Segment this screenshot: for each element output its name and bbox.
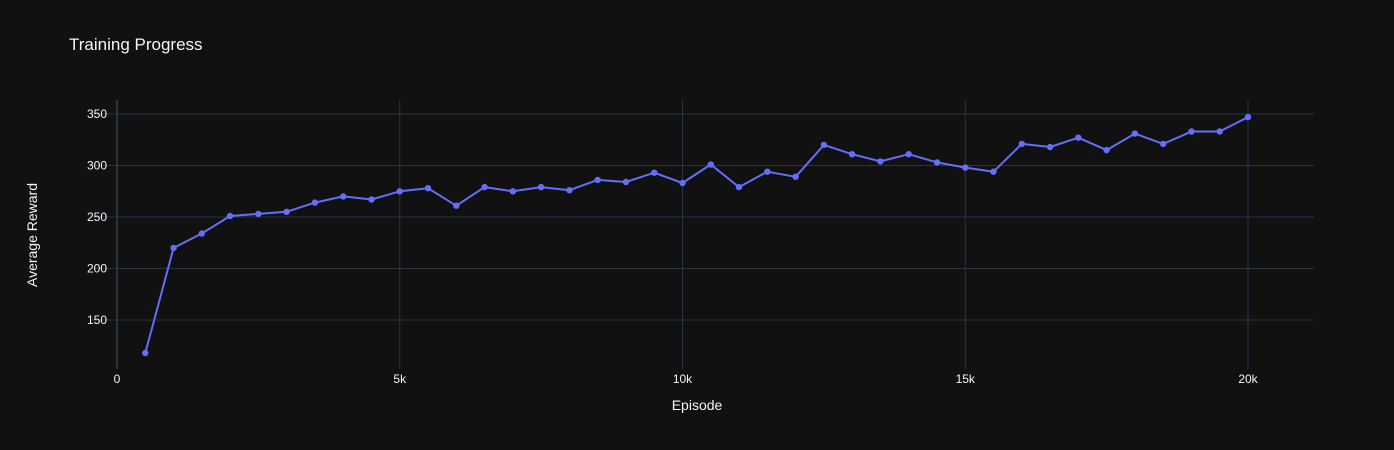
- data-point: [877, 158, 884, 165]
- x-tick-label: 20k: [1238, 372, 1258, 386]
- data-point: [764, 168, 771, 175]
- data-point: [537, 183, 545, 191]
- data-point: [396, 188, 403, 195]
- data-point: [594, 176, 601, 184]
- series-layer: [142, 113, 1252, 357]
- data-point: [707, 161, 714, 168]
- y-axis-title: Average Reward: [24, 183, 40, 287]
- data-point: [622, 178, 630, 186]
- data-point: [424, 185, 432, 192]
- x-tick-label: 0: [114, 372, 121, 386]
- data-point: [368, 196, 375, 203]
- data-point: [509, 188, 517, 195]
- x-tick-label: 15k: [956, 372, 976, 386]
- data-point: [990, 168, 997, 175]
- data-point: [311, 199, 319, 206]
- data-point: [1018, 140, 1025, 148]
- series-line: [144, 116, 1249, 354]
- y-tick-label: 350: [87, 107, 107, 121]
- data-point: [170, 244, 177, 252]
- x-tick-label: 5k: [393, 372, 407, 386]
- data-point: [848, 151, 856, 158]
- data-point: [933, 159, 941, 166]
- data-point: [142, 349, 149, 357]
- data-point: [1046, 143, 1054, 151]
- data-point: [1244, 113, 1252, 121]
- y-tick-label: 250: [87, 210, 107, 224]
- y-tick-label: 200: [87, 262, 107, 276]
- data-point: [566, 187, 573, 194]
- data-point: [820, 141, 828, 149]
- data-point: [1131, 130, 1139, 137]
- x-axis-title: Episode: [672, 397, 723, 413]
- tick-layer: 150 200 250 300 350 0 5k 10k 15k 20k: [87, 107, 1259, 386]
- data-point: [255, 210, 262, 218]
- data-point: [1075, 134, 1082, 141]
- y-tick-label: 300: [87, 159, 107, 173]
- data-point: [1160, 140, 1167, 148]
- data-point: [905, 151, 912, 158]
- data-point: [735, 183, 743, 191]
- data-point: [481, 183, 488, 191]
- data-point: [962, 164, 969, 171]
- data-point: [283, 208, 290, 215]
- data-point: [453, 202, 460, 209]
- grid-layer: [92, 100, 1314, 369]
- data-point: [1103, 146, 1110, 154]
- chart-title: Training Progress: [69, 35, 203, 54]
- data-point: [792, 173, 799, 180]
- data-point: [1188, 128, 1195, 135]
- data-point: [1216, 128, 1223, 135]
- data-point: [226, 212, 234, 220]
- data-point: [651, 169, 658, 176]
- x-tick-label: 10k: [673, 372, 693, 386]
- data-point: [340, 193, 347, 200]
- data-point: [198, 230, 205, 237]
- data-point: [679, 179, 686, 187]
- y-tick-label: 150: [87, 313, 107, 327]
